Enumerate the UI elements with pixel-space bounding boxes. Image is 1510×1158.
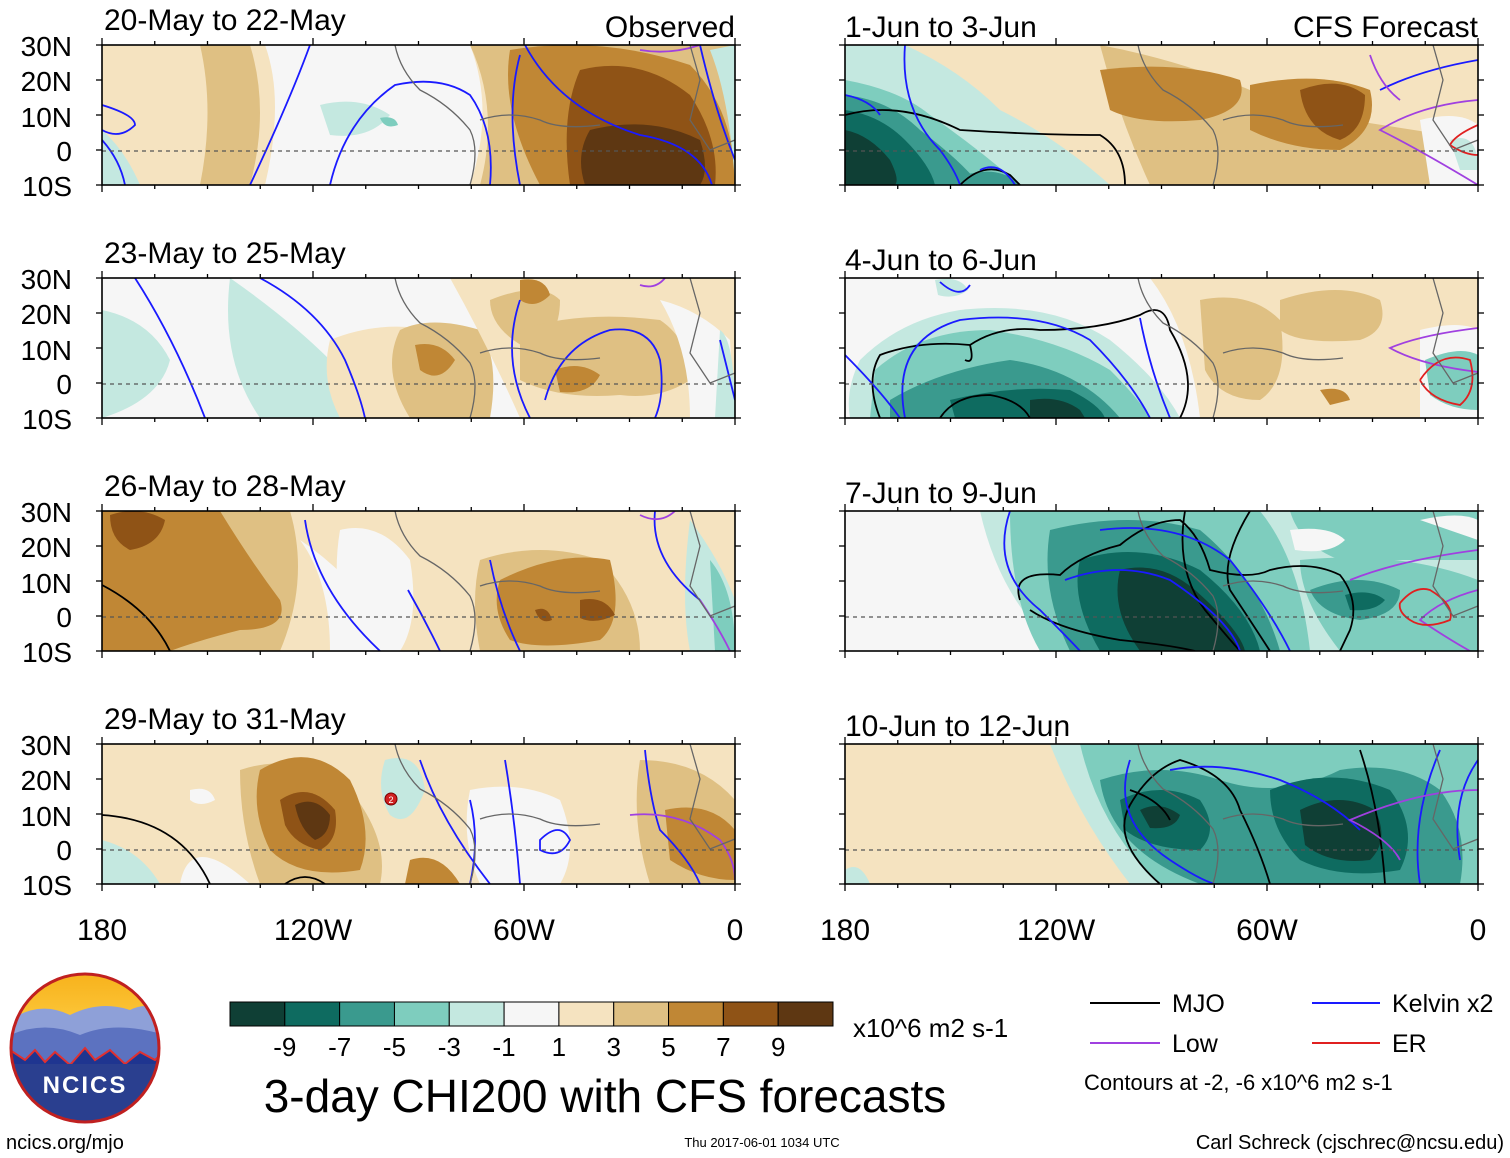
lon-label: 60W bbox=[493, 914, 555, 947]
footer-url: ncics.org/mjo bbox=[6, 1132, 124, 1154]
lon-label: 120W bbox=[274, 914, 353, 947]
panel-title-forecast-1: 1-Jun to 3-Jun bbox=[845, 11, 1037, 44]
colorbar-tick-label: 5 bbox=[661, 1032, 675, 1062]
lat-label: 0 bbox=[56, 602, 72, 633]
lon-label: 0 bbox=[727, 914, 744, 947]
lat-label: 10N bbox=[21, 102, 72, 133]
panel-observed-3 bbox=[102, 511, 735, 651]
colorbar-tick-label: -5 bbox=[383, 1032, 406, 1062]
panel-title-forecast-3: 7-Jun to 9-Jun bbox=[845, 477, 1037, 510]
colorbar-tick-label: 9 bbox=[771, 1032, 785, 1062]
colorbar-tick-label: -1 bbox=[493, 1032, 516, 1062]
lat-label: 0 bbox=[56, 136, 72, 167]
lon-label: 120W bbox=[1017, 914, 1096, 947]
lat-label: 20N bbox=[21, 765, 72, 796]
ncics-logo: NCICS bbox=[9, 972, 161, 1124]
legend: MJO Kelvin x2 Low ER Contours at -2, -6 … bbox=[1084, 990, 1493, 1095]
colorbar-tick-label: -3 bbox=[438, 1032, 461, 1062]
colorbar-tick-labels: -9 -7 -5 -3 -1 1 3 5 7 9 bbox=[273, 1032, 785, 1062]
panel-title-observed-2: 23-May to 25-May bbox=[104, 237, 346, 270]
legend-label-er: ER bbox=[1392, 1030, 1427, 1058]
lat-label: 20N bbox=[21, 66, 72, 97]
panel-forecast-4 bbox=[845, 744, 1478, 884]
panel-forecast-2 bbox=[845, 278, 1478, 418]
colorbar-swatch bbox=[613, 1001, 670, 1027]
lat-label: 10N bbox=[21, 568, 72, 599]
forecast-label: CFS Forecast bbox=[1293, 11, 1479, 44]
lat-label: 10S bbox=[22, 637, 72, 668]
lat-label: 30N bbox=[21, 264, 72, 295]
legend-note: Contours at -2, -6 x10^6 m2 s-1 bbox=[1084, 1070, 1393, 1095]
lat-label: 20N bbox=[21, 532, 72, 563]
legend-label-mjo: MJO bbox=[1172, 990, 1225, 1018]
colorbar bbox=[229, 1001, 834, 1027]
colorbar-swatch bbox=[339, 1001, 395, 1027]
colorbar-swatch bbox=[722, 1001, 779, 1027]
main-title: 3-day CHI200 with CFS forecasts bbox=[264, 1070, 947, 1122]
footer-credit: Carl Schreck (cjschrec@ncsu.edu) bbox=[1196, 1132, 1504, 1154]
legend-label-low: Low bbox=[1172, 1030, 1219, 1058]
coastlines bbox=[394, 45, 1478, 884]
lon-label: 180 bbox=[820, 914, 870, 947]
panel-forecast-3 bbox=[845, 511, 1478, 651]
lat-label: 30N bbox=[21, 730, 72, 761]
colorbar-swatch bbox=[777, 1001, 834, 1027]
equator-lines bbox=[102, 150, 1478, 851]
lat-label: 10S bbox=[22, 870, 72, 901]
panel-title-observed-1: 20-May to 22-May bbox=[104, 4, 346, 37]
chi200-shading bbox=[102, 45, 735, 185]
axis-ticks bbox=[96, 38, 1484, 891]
latitude-labels: 30N 20N 10N 0 10S 30N 20N 10N 0 10S 30N … bbox=[21, 31, 72, 901]
colorbar-swatch bbox=[448, 1001, 505, 1027]
panel-title-observed-3: 26-May to 28-May bbox=[104, 470, 346, 503]
colorbar-tick-label: 7 bbox=[716, 1032, 730, 1062]
observed-label: Observed bbox=[605, 11, 735, 44]
lat-label: 10S bbox=[22, 404, 72, 435]
panel-observed-1 bbox=[102, 45, 735, 185]
lat-label: 20N bbox=[21, 299, 72, 330]
lat-label: 30N bbox=[21, 31, 72, 62]
longitude-labels: 180 120W 60W 0 180 120W 60W 0 bbox=[77, 914, 1486, 947]
colorbar-tick-label: -9 bbox=[273, 1032, 296, 1062]
panel-title-forecast-2: 4-Jun to 6-Jun bbox=[845, 244, 1037, 277]
lat-label: 10N bbox=[21, 801, 72, 832]
footer-timestamp: Thu 2017-06-01 1034 UTC bbox=[684, 1135, 839, 1150]
lat-label: 0 bbox=[56, 369, 72, 400]
panel-title-observed-4: 29-May to 31-May bbox=[104, 703, 346, 736]
wave-contours bbox=[102, 45, 735, 185]
legend-label-kelvin: Kelvin x2 bbox=[1392, 990, 1493, 1018]
lat-label: 0 bbox=[56, 835, 72, 866]
colorbar-swatch bbox=[393, 1001, 450, 1027]
colorbar-swatch bbox=[284, 1001, 341, 1027]
colorbar-swatch bbox=[668, 1001, 724, 1027]
colorbar-swatch bbox=[229, 1001, 286, 1027]
panel-forecast-1 bbox=[845, 45, 1478, 185]
lon-label: 180 bbox=[77, 914, 127, 947]
panel-observed-4: 2 bbox=[102, 744, 735, 884]
colorbar-units: x10^6 m2 s-1 bbox=[853, 1013, 1008, 1043]
lon-label: 0 bbox=[1470, 914, 1487, 947]
panel-observed-2 bbox=[102, 278, 735, 418]
logo-text: NCICS bbox=[43, 1072, 128, 1099]
lat-label: 30N bbox=[21, 497, 72, 528]
panel-title-forecast-4: 10-Jun to 12-Jun bbox=[845, 710, 1070, 743]
colorbar-tick-label: 3 bbox=[606, 1032, 620, 1062]
colorbar-tick-label: 1 bbox=[552, 1032, 566, 1062]
colorbar-swatch bbox=[558, 1001, 615, 1027]
colorbar-tick-label: -7 bbox=[328, 1032, 351, 1062]
storm-marker-label: 2 bbox=[388, 795, 393, 805]
lat-label: 10N bbox=[21, 335, 72, 366]
lat-label: 10S bbox=[22, 171, 72, 202]
storm-marker-icon bbox=[384, 792, 398, 806]
colorbar-swatch bbox=[503, 1001, 560, 1027]
lon-label: 60W bbox=[1236, 914, 1298, 947]
